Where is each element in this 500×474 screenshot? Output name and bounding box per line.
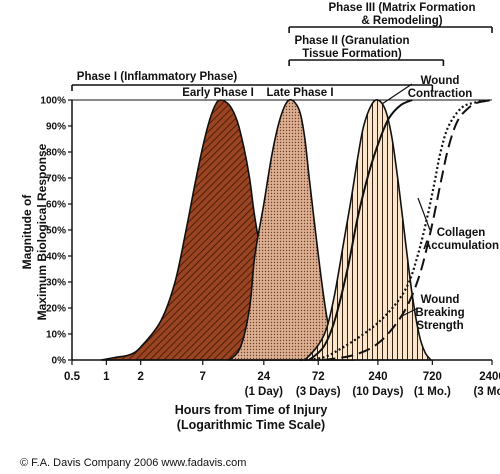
y-tick-label: 100% [40, 96, 66, 107]
y-tick-label: 70% [46, 174, 66, 185]
y-tick-label: 40% [46, 252, 66, 263]
x-tick-label: 24 [257, 371, 270, 383]
x-tick-label: 1 [103, 371, 110, 383]
leader-collagen [417, 197, 431, 231]
y-tick-label: 90% [46, 122, 66, 133]
phase-label: Phase I (Inflammatory Phase) [77, 71, 238, 83]
series-labels: Early Phase I Late Phase IWoundContractio… [182, 75, 499, 332]
response-line-1 [308, 99, 413, 361]
series-label-collagen: Accumulation [423, 240, 499, 252]
x-ticks: 0.5 1 2 7 24 (1 Day) 72 (3 Days) 240 (10 Days) 720… [64, 360, 500, 398]
y-tick-label: 60% [46, 200, 66, 211]
x-tick-label: 240 [368, 371, 387, 383]
copyright-credit: © F.A. Davis Company 2006 www.fadavis.co… [20, 457, 246, 469]
x-axis-title: Hours from Time of Injury (Logarithmic T… [175, 403, 328, 432]
x-tick-sublabel: (10 Days) [352, 386, 403, 398]
series-label-collagen: Collagen [437, 227, 486, 239]
y-tick-label: 50% [46, 226, 66, 237]
series-label-wound-breaking-strength: Strength [416, 320, 463, 332]
x-tick-label: 2 [137, 371, 143, 383]
y-ticks: 0% 10% 20% 30% 40% 50% 60% 70% 80% 90% 100% [40, 96, 72, 367]
x-tick-label: 72 [312, 371, 325, 383]
y-tick-label: 80% [46, 148, 66, 159]
x-axis-title-line-2: (Logarithmic Time Scale) [177, 418, 325, 432]
x-tick-sublabel: (3 Mo.) [473, 386, 500, 398]
x-tick-label: 2400 [479, 371, 500, 383]
phase-label: Phase II (Granulation [294, 35, 409, 47]
series-label-wound-breaking-strength: Wound [421, 294, 460, 306]
x-tick-label: 720 [423, 371, 442, 383]
leader-wound-contraction [381, 83, 413, 105]
series-label-late-phase-1: Late Phase I [266, 87, 333, 99]
series-label-wound-breaking-strength: Breaking [415, 307, 464, 319]
leader-wound-breaking-strength [401, 307, 419, 317]
series-label-wound-contraction: Wound [421, 75, 460, 87]
phase-label: & Remodeling) [361, 15, 442, 27]
x-tick-label: 0.5 [64, 371, 81, 383]
phase-label: Phase III (Matrix Formation [329, 2, 476, 14]
x-tick-sublabel: (1 Day) [245, 386, 284, 398]
series-label-early-phase-1: Early Phase I [182, 87, 254, 99]
y-tick-label: 0% [52, 356, 67, 367]
response-line-2 [300, 98, 493, 362]
x-tick-label: 7 [200, 371, 206, 383]
y-axis-title-line-1: Magnitude of [20, 194, 34, 270]
y-axis-title-line-2: Maximum Biological Response [35, 143, 49, 320]
phase-brackets: Phase I (Inflammatory Phase) Phase II (Gr… [71, 2, 493, 91]
response-line-3 [323, 99, 493, 361]
y-tick-label: 30% [46, 278, 66, 289]
y-tick-label: 20% [46, 304, 66, 315]
phase-label: Tissue Formation) [302, 48, 402, 60]
y-axis-title: Magnitude of Maximum Biological Response [20, 143, 49, 320]
x-tick-sublabel: (1 Mo.) [414, 386, 451, 398]
series-label-wound-contraction: Contraction [408, 88, 473, 100]
response-area-2 [227, 98, 354, 361]
y-tick-label: 10% [46, 330, 66, 341]
x-axis-title-line-1: Hours from Time of Injury [175, 403, 328, 417]
response-areas [100, 98, 433, 361]
x-tick-sublabel: (3 Days) [296, 386, 341, 398]
response-lines [300, 98, 493, 362]
